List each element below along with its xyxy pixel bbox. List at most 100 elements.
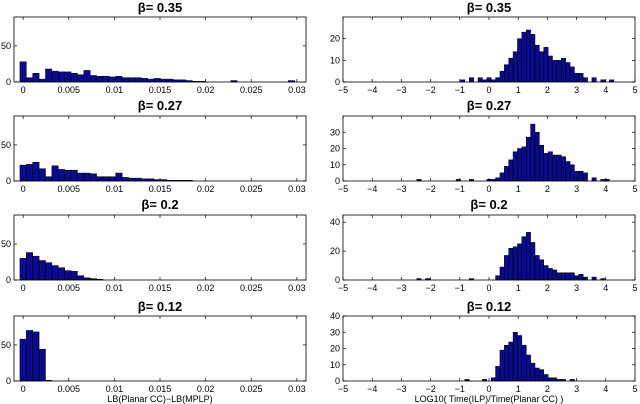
histogram-bar (517, 243, 523, 281)
histogram-bar (534, 367, 540, 382)
panel-lb-beta-0.35: β= 0.35 0 0.005 0.01 0.015 0.02 0.025 0.03 0 50 (1, 0, 307, 95)
panel-title: β= 0.2 (470, 197, 507, 212)
panel-title: β= 0.35 (138, 0, 182, 15)
panel-lb-beta-0.27: β= 0.27 0 0.005 0.01 0.015 0.02 0.025 0.03 0 50 (1, 98, 307, 194)
histogram-bar (83, 70, 91, 83)
x-tick-label: −4 (367, 184, 377, 194)
histogram-bar (552, 60, 558, 83)
histogram-bar (578, 171, 584, 182)
histogram-bar (141, 78, 148, 83)
histogram-bar (166, 78, 174, 83)
histogram-bar (534, 255, 540, 281)
x-tick-label: 1 (516, 283, 521, 293)
y-tick-label: 30 (330, 327, 340, 337)
x-tick-label: 0.02 (197, 184, 215, 194)
histogram-bar (525, 354, 531, 382)
x-tick-label: 0 (21, 85, 26, 95)
x-tick-label: −3 (396, 184, 406, 194)
histogram-bar (153, 78, 161, 83)
histogram-bar (51, 165, 59, 182)
panel-title: β= 0.2 (141, 197, 178, 212)
histogram-bar (552, 269, 558, 281)
histogram-bar (521, 31, 527, 83)
x-tick-label: 0.02 (197, 283, 215, 293)
histogram-bar (525, 232, 531, 281)
histogram-bar (495, 366, 501, 382)
histogram-bar (64, 71, 72, 83)
y-tick-label: 20 (330, 144, 340, 154)
histogram-bar (561, 272, 566, 281)
histogram-bar (26, 164, 33, 182)
histogram-bar (495, 77, 501, 83)
x-tick-label: 0 (21, 384, 26, 394)
x-tick-label: −1 (455, 384, 465, 394)
histogram-bar (582, 77, 588, 83)
y-tick-label: 50 (1, 340, 11, 350)
x-tick-label: 3 (574, 283, 579, 293)
histogram-bar (96, 75, 104, 83)
x-tick-label: 0.03 (288, 184, 306, 194)
panel-title: β= 0.12 (467, 299, 511, 314)
y-tick-label: 0 (335, 376, 340, 386)
x-tick-label: 0.025 (240, 184, 263, 194)
histogram-bar (525, 136, 531, 182)
histogram-bar (469, 77, 474, 83)
histogram-bar (512, 51, 518, 83)
histogram-bar (38, 168, 46, 182)
x-tick-label: −1 (455, 184, 465, 194)
x-tick-label: −5 (338, 283, 348, 293)
histogram-bar (83, 172, 91, 182)
histogram-bar (552, 377, 558, 382)
histogram-bar (517, 148, 523, 182)
histogram-bar (508, 159, 514, 182)
x-tick-label: −3 (396, 384, 406, 394)
x-tick-label: 2 (545, 85, 550, 95)
y-tick-label: 0 (6, 275, 11, 285)
histogram-bar (109, 176, 116, 182)
histogram-bar (499, 70, 505, 83)
x-tick-label: −2 (425, 384, 435, 394)
panel-time-beta-0.12: β= 0.12 −5 −4 −3 −2 −1 0 1 2 3 4 5 0 10 20 30 40 LOG10( T… (330, 299, 638, 404)
axes-frame (342, 115, 636, 182)
histogram-bar (19, 338, 27, 382)
y-tick-label: 0 (6, 176, 11, 186)
x-tick-label: 0.005 (57, 184, 80, 194)
histogram-bar (38, 348, 46, 382)
y-tick-label: 0 (335, 176, 340, 186)
histogram-bar (512, 246, 518, 281)
x-tick-label: 1 (516, 184, 521, 194)
histogram-bar (490, 377, 496, 382)
histogram-bar (525, 29, 531, 83)
histogram-bar (517, 38, 523, 83)
y-tick-label: 10 (330, 160, 340, 170)
x-tick-label: 0.025 (240, 283, 263, 293)
y-tick-label: 40 (330, 217, 340, 227)
y-tick-label: 0 (6, 376, 11, 386)
histogram-bar (45, 262, 53, 281)
histogram-bar (495, 275, 501, 281)
x-tick-label: 0.01 (106, 85, 124, 95)
histogram-bar (547, 377, 553, 382)
y-tick-label: 40 (330, 311, 340, 321)
histogram-bar (556, 60, 562, 83)
histogram-bar (77, 172, 85, 182)
x-tick-label: −4 (367, 85, 377, 95)
histogram-bar (582, 276, 588, 281)
x-tick-label: 0.015 (149, 384, 172, 394)
histogram-bar (134, 177, 142, 182)
x-tick-label: 2 (545, 184, 550, 194)
histogram-bar (534, 132, 540, 182)
histogram-bar (504, 166, 509, 182)
histogram-bar (32, 255, 40, 281)
y-tick-label: 0 (335, 77, 340, 87)
histogram-bar (160, 78, 168, 83)
x-tick-label: 0 (486, 85, 491, 95)
x-tick-label: 1 (516, 85, 521, 95)
histogram-bar (569, 66, 575, 83)
histogram-bar (530, 362, 536, 382)
histogram-bar (495, 177, 501, 182)
x-tick-label: −5 (338, 85, 348, 95)
x-tick-label: 0 (486, 384, 491, 394)
x-tick-label: 5 (632, 85, 637, 95)
